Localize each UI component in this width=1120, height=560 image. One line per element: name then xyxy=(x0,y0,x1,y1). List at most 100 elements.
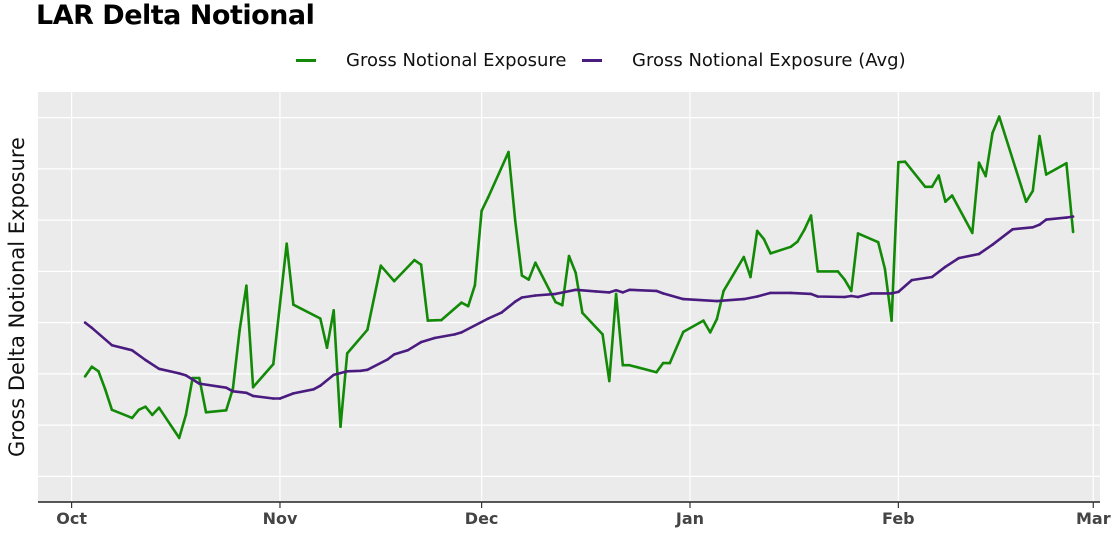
data-point xyxy=(655,289,658,293)
data-point xyxy=(1038,223,1041,226)
data-point xyxy=(816,270,819,273)
data-point xyxy=(440,318,443,322)
data-point xyxy=(473,283,477,287)
data-point xyxy=(614,292,618,296)
data-point xyxy=(345,370,349,373)
chart-title: LAR Delta Notional xyxy=(36,0,315,31)
data-point xyxy=(809,214,813,217)
data-point xyxy=(198,382,201,385)
data-point xyxy=(621,291,625,294)
data-point xyxy=(621,363,625,367)
data-point xyxy=(325,346,329,350)
legend-label-gross-notional-avg: Gross Notional Exposure (Avg) xyxy=(632,49,906,71)
series-line xyxy=(84,215,1074,400)
data-point xyxy=(984,174,987,178)
x-tick-label: Jan xyxy=(675,509,704,528)
series-gross-notional-avg xyxy=(83,215,1075,400)
data-point xyxy=(897,290,900,294)
data-point xyxy=(527,278,530,281)
legend: Gross Notional Exposure Gross Notional E… xyxy=(0,44,1120,76)
data-point xyxy=(608,291,611,294)
data-point xyxy=(366,328,369,332)
data-point xyxy=(789,291,793,295)
data-point xyxy=(923,185,927,189)
legend-item-gross-notional-avg: Gross Notional Exposure (Avg) xyxy=(582,44,906,76)
data-point xyxy=(850,294,853,298)
data-point xyxy=(137,408,141,412)
data-point xyxy=(601,333,604,336)
data-point xyxy=(1011,228,1014,231)
data-point xyxy=(1031,226,1035,229)
data-point xyxy=(836,270,840,273)
data-point xyxy=(554,300,557,304)
data-point xyxy=(460,331,463,334)
data-point xyxy=(957,256,961,260)
data-point xyxy=(480,209,483,213)
data-point xyxy=(83,321,87,324)
data-point xyxy=(950,194,954,197)
data-point xyxy=(561,303,564,307)
data-point xyxy=(231,390,235,393)
legend-item-gross-notional: Gross Notional Exposure xyxy=(296,44,566,76)
data-point xyxy=(755,295,759,298)
data-point xyxy=(594,290,598,293)
data-point xyxy=(292,303,295,307)
data-point xyxy=(856,232,860,235)
data-point xyxy=(238,329,241,332)
data-point xyxy=(682,330,685,334)
data-point xyxy=(312,388,315,391)
data-point xyxy=(339,425,342,429)
data-point xyxy=(224,409,228,412)
data-point xyxy=(1071,230,1075,234)
legend-label-gross-notional: Gross Notional Exposure xyxy=(346,49,567,71)
data-point xyxy=(1038,134,1041,138)
data-point xyxy=(110,343,114,347)
data-point xyxy=(876,240,880,244)
series-layer xyxy=(83,115,1075,440)
data-point xyxy=(419,263,423,267)
data-point xyxy=(359,369,362,373)
data-point xyxy=(843,295,846,299)
data-point xyxy=(507,150,510,154)
y-gridlines xyxy=(38,117,1100,477)
data-point xyxy=(856,295,860,299)
data-point xyxy=(245,284,248,288)
data-point xyxy=(224,386,228,390)
data-point xyxy=(708,331,712,334)
data-point xyxy=(567,254,571,258)
data-point xyxy=(668,361,672,365)
data-point xyxy=(749,275,752,279)
data-point xyxy=(1031,189,1035,193)
data-point xyxy=(144,405,147,409)
data-point xyxy=(574,271,577,275)
data-point xyxy=(177,372,181,375)
data-point xyxy=(392,353,396,356)
data-point xyxy=(661,361,665,365)
data-point xyxy=(554,292,557,296)
data-point xyxy=(574,288,577,292)
plot-background xyxy=(38,92,1100,502)
data-point xyxy=(971,231,974,235)
data-point xyxy=(97,370,100,373)
data-point xyxy=(500,311,504,314)
data-point xyxy=(332,373,336,377)
data-point xyxy=(90,326,94,330)
data-point xyxy=(883,267,887,271)
legend-swatch-gross-notional-avg xyxy=(582,58,602,62)
data-point xyxy=(655,371,658,374)
data-point xyxy=(722,289,725,293)
data-point xyxy=(466,304,470,308)
data-point xyxy=(251,394,255,398)
x-axis-ticks: Oct Nov Dec Jan Feb Mar xyxy=(56,502,1111,528)
data-point xyxy=(392,279,396,283)
data-point xyxy=(608,379,611,383)
data-point xyxy=(843,278,846,281)
data-point xyxy=(272,397,275,400)
data-point xyxy=(944,200,947,203)
data-point xyxy=(319,317,322,320)
data-point xyxy=(715,317,719,321)
data-point xyxy=(930,275,934,279)
data-point xyxy=(278,397,282,400)
data-point xyxy=(890,319,893,322)
data-point xyxy=(204,411,208,414)
